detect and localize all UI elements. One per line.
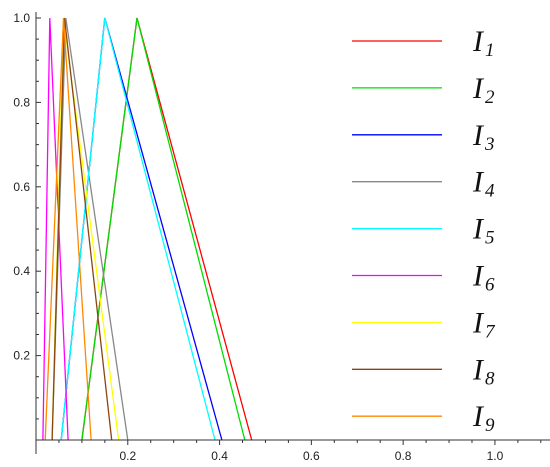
y-tick-label: 0.6	[13, 180, 30, 194]
y-tick-label: 0.4	[13, 264, 30, 278]
x-tick-label: 1.0	[487, 449, 504, 463]
series-layer	[42, 17, 253, 441]
x-tick-label: 0.8	[395, 449, 412, 463]
series-line-i3	[60, 17, 223, 441]
series-line-i5	[60, 17, 216, 441]
legend-label-subscript: 6	[485, 275, 495, 296]
series-line-i6	[42, 17, 69, 441]
series-line-i9	[44, 17, 92, 441]
series-line-i1	[81, 17, 253, 441]
legend-label-subscript: 1	[485, 40, 495, 61]
y-tick-label: 0.2	[13, 349, 30, 363]
y-tick-label: 1.0	[13, 11, 30, 25]
x-tick-label: 0.2	[119, 449, 136, 463]
series-line-i8	[51, 17, 113, 441]
legend: I 1 I 2 I 3 I 4 I 5 I 6 I 7 I 8 I 9	[352, 25, 496, 436]
legend-label-subscript: 4	[485, 181, 495, 202]
legend-label-subscript: 5	[485, 228, 495, 249]
legend-label-subscript: 7	[485, 321, 496, 342]
y-tick-label: 0.8	[13, 95, 30, 109]
legend-label-subscript: 3	[484, 134, 495, 155]
legend-label-subscript: 9	[485, 415, 495, 436]
legend-label-subscript: 8	[485, 368, 495, 389]
legend-label-subscript: 2	[485, 87, 495, 108]
x-tick-label: 0.4	[211, 449, 228, 463]
axes: 0.2 0.4 0.6 0.8 1.0 0.2 0.4 0.6 0.8 1.0	[13, 11, 550, 463]
x-tick-label: 0.6	[303, 449, 320, 463]
